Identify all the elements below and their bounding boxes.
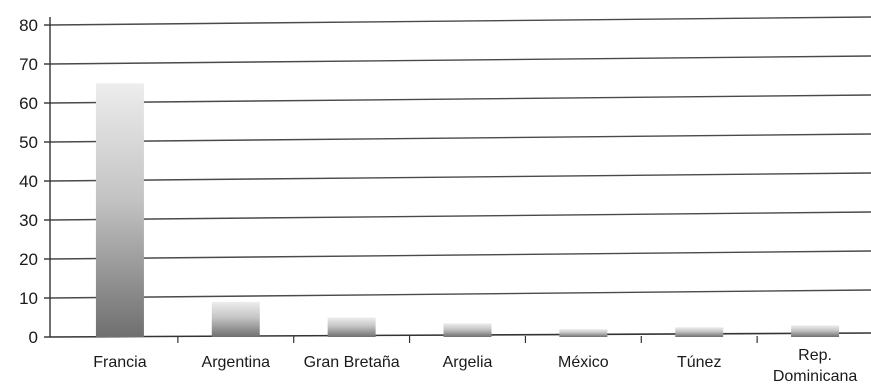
x-tick-label-line: Túnez [677, 354, 721, 371]
x-tick-label-line: Francia [93, 354, 146, 371]
x-tick-label: Gran Bretaña [304, 354, 400, 371]
gridline-40 [49, 172, 871, 182]
x-tick-label: Rep. Dominicana [773, 347, 858, 385]
y-tick-label: 40 [19, 172, 38, 191]
gridline-50 [49, 133, 871, 143]
y-tick-label: 30 [19, 211, 38, 230]
x-tick-label-line: Rep. [798, 347, 832, 364]
x-tick-label-line: México [558, 354, 609, 371]
y-tick-label: 80 [19, 16, 38, 35]
x-tick-label: Argentina [202, 354, 271, 371]
bar-gran-breta-a [327, 317, 376, 337]
y-tick-label: 60 [19, 94, 38, 113]
y-tick-label: 50 [19, 133, 38, 152]
bar-rep-dominicana [791, 325, 840, 337]
bar-argentina [211, 301, 260, 337]
gridline-60 [49, 94, 871, 104]
x-tick-label-line: Dominicana [773, 368, 858, 385]
x-tick-label-line: Argentina [202, 354, 271, 371]
gridline-70 [49, 55, 871, 65]
gridline-80 [49, 16, 871, 26]
x-tick-label-line: Argelia [443, 354, 493, 371]
x-tick-label: México [558, 354, 609, 371]
x-tick-label: Francia [93, 354, 146, 371]
gridlines [49, 16, 871, 299]
bar-argelia [443, 323, 492, 337]
y-tick-labels: 0 10 20 30 40 50 60 70 80 [19, 16, 38, 347]
x-tick-label-line: Gran Bretaña [304, 354, 400, 371]
bar-francia [95, 83, 144, 337]
gridline-10 [49, 289, 871, 299]
y-tick-label: 70 [19, 55, 38, 74]
gridline-30 [49, 211, 871, 221]
x-tick-labels: Francia Argentina Gran Bretaña Argelia Méxic… [93, 347, 857, 385]
bars [95, 83, 840, 337]
y-tick-label: 10 [19, 289, 38, 308]
y-tick-label: 0 [29, 328, 38, 347]
gridline-20 [49, 250, 871, 260]
x-tick-label: Argelia [443, 354, 493, 371]
y-tick-label: 20 [19, 250, 38, 269]
bar-m-xico [559, 329, 608, 337]
bar-t-nez [675, 327, 724, 337]
x-tick-label: Túnez [677, 354, 721, 371]
